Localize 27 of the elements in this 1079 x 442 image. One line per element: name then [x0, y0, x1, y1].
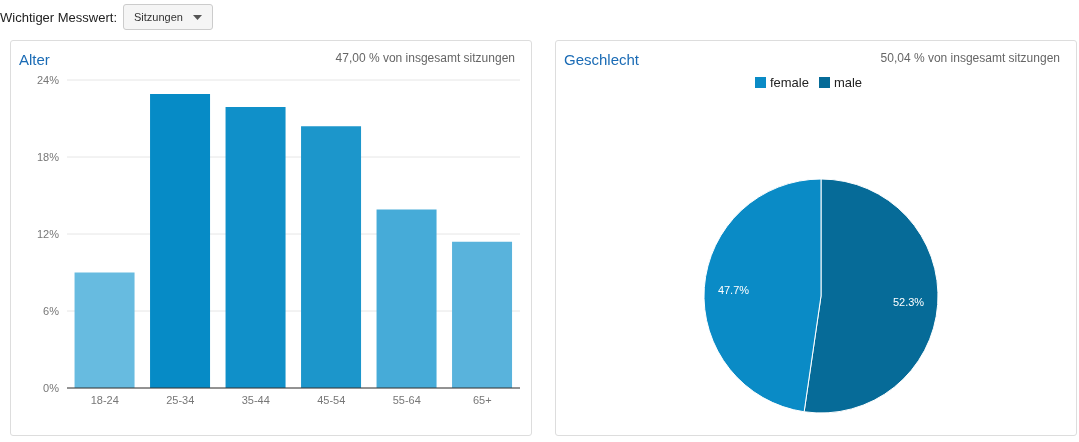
dropdown-field: Sitzungen	[123, 4, 213, 30]
chart-subtitle: 47,00 % von insgesamt sitzungen	[335, 51, 515, 67]
bar	[225, 106, 286, 388]
bar	[452, 241, 513, 388]
data-label: 52.3%	[892, 296, 925, 309]
x-tick-label: 65+	[472, 393, 492, 406]
x-tick-label: 55-64	[392, 393, 421, 406]
chart-title: Geschlecht	[564, 51, 640, 68]
text: Wichtiger Messwert:	[0, 9, 118, 25]
text: 50,04 % von insgesamt sitzungen	[880, 51, 1060, 67]
chart-title: Alter	[19, 51, 50, 68]
x-tick-label: 25-34	[166, 393, 195, 406]
legend-label: male	[833, 75, 863, 90]
x-tick-label: 35-44	[241, 393, 270, 406]
y-tick-label: 18%	[36, 150, 60, 163]
bar	[74, 272, 135, 388]
bar	[376, 209, 437, 388]
x-tick-label: 45-54	[317, 393, 346, 406]
legend-label: female	[769, 75, 809, 90]
bar	[301, 126, 362, 388]
y-tick-label: 24%	[36, 73, 60, 86]
x-tick-label: 18-24	[90, 393, 119, 406]
bar	[150, 94, 211, 388]
y-tick-label: 6%	[43, 304, 60, 317]
data-label: 47.7%	[717, 283, 750, 296]
y-tick-label: 0%	[43, 381, 60, 394]
y-tick-label: 12%	[36, 227, 60, 240]
